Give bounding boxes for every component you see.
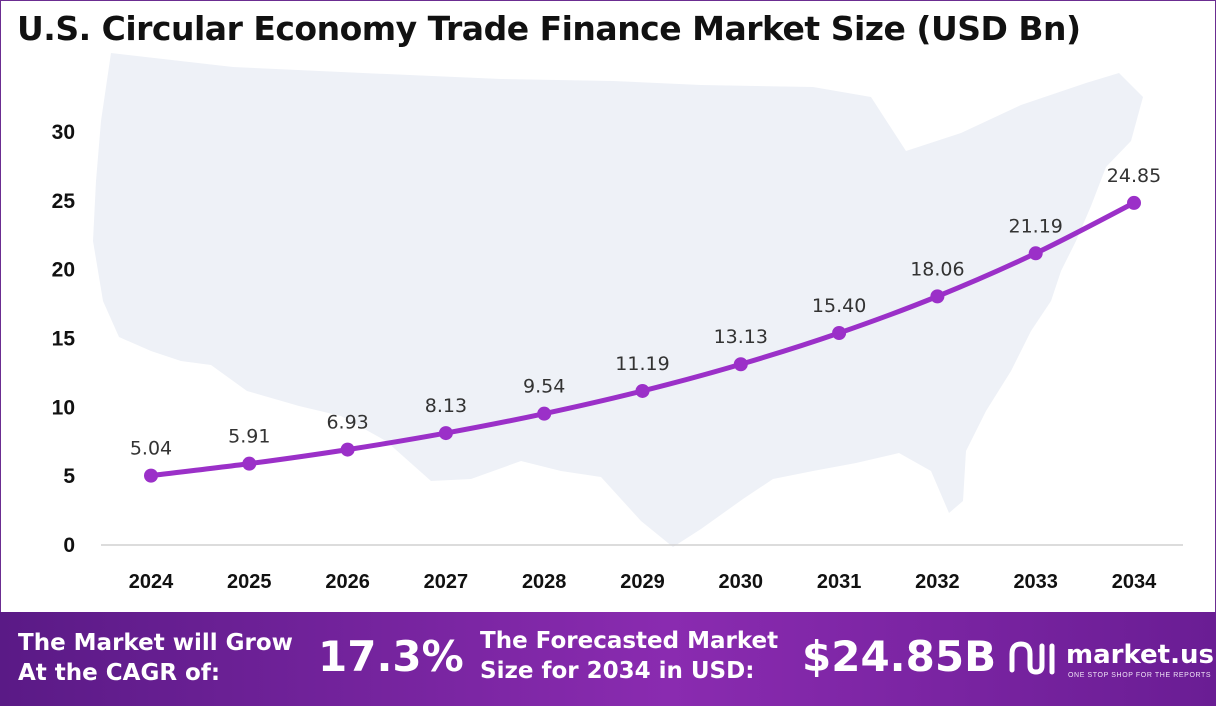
cagr-value: 17.3% bbox=[318, 632, 464, 681]
data-point bbox=[1028, 246, 1043, 261]
x-tick-label: 2031 bbox=[817, 571, 862, 593]
market-us-logo-icon bbox=[1009, 641, 1055, 675]
chart-title: U.S. Circular Economy Trade Finance Mark… bbox=[17, 9, 1081, 48]
data-point bbox=[537, 406, 552, 421]
data-label: 5.91 bbox=[228, 426, 270, 448]
data-label: 11.19 bbox=[615, 353, 669, 375]
data-label: 8.13 bbox=[425, 395, 467, 417]
y-tick-label: 5 bbox=[63, 465, 75, 488]
brand-name: market.us bbox=[1066, 640, 1214, 670]
forecast-caption: The Forecasted Market Size for 2034 in U… bbox=[480, 626, 778, 686]
x-tick-label: 2026 bbox=[325, 571, 370, 593]
data-label: 13.13 bbox=[714, 326, 768, 348]
y-tick-label: 10 bbox=[52, 396, 75, 419]
data-label: 21.19 bbox=[1008, 215, 1062, 237]
us-map-background bbox=[93, 53, 1143, 547]
x-tick-label: 2032 bbox=[915, 571, 960, 593]
forecast-caption-line1: The Forecasted Market bbox=[480, 628, 779, 654]
y-tick-label: 15 bbox=[52, 328, 76, 351]
data-point bbox=[340, 442, 355, 457]
x-tick-label: 2029 bbox=[620, 571, 665, 593]
forecast-caption-line2: Size for 2034 in USD: bbox=[480, 658, 755, 684]
x-tick-label: 2024 bbox=[129, 571, 174, 593]
data-point bbox=[242, 456, 257, 471]
data-label: 15.40 bbox=[812, 295, 866, 317]
y-tick-label: 0 bbox=[63, 534, 75, 557]
x-tick-label: 2028 bbox=[522, 571, 567, 593]
data-point bbox=[930, 289, 945, 304]
brand-tagline: ONE STOP SHOP FOR THE REPORTS bbox=[1068, 672, 1212, 679]
summary-banner: The Market will Grow At the CAGR of: 17.… bbox=[0, 612, 1216, 706]
x-tick-label: 2027 bbox=[424, 571, 469, 593]
x-tick-label: 2030 bbox=[719, 571, 764, 593]
data-label: 18.06 bbox=[910, 258, 964, 280]
cagr-caption-line2: At the CAGR of: bbox=[18, 660, 221, 686]
x-tick-label: 2025 bbox=[227, 571, 272, 593]
brand-logo: market.us ONE STOP SHOP FOR THE REPORTS bbox=[1006, 636, 1214, 686]
data-point bbox=[438, 426, 453, 441]
y-tick-label: 20 bbox=[52, 259, 75, 282]
x-tick-label: 2034 bbox=[1112, 571, 1157, 593]
data-point bbox=[144, 468, 158, 483]
forecast-value: $24.85B bbox=[802, 632, 997, 681]
data-label: 5.04 bbox=[130, 438, 172, 460]
data-point bbox=[635, 383, 650, 398]
y-tick-label: 30 bbox=[52, 121, 75, 144]
cagr-caption-line1: The Market will Grow bbox=[18, 630, 293, 656]
data-point bbox=[1127, 195, 1141, 210]
data-point bbox=[733, 357, 748, 372]
data-label: 6.93 bbox=[326, 412, 368, 434]
data-point bbox=[832, 325, 847, 340]
x-tick-label: 2033 bbox=[1013, 571, 1058, 593]
cagr-caption: The Market will Grow At the CAGR of: bbox=[18, 628, 293, 688]
y-tick-label: 25 bbox=[52, 190, 76, 213]
data-label: 24.85 bbox=[1107, 165, 1161, 187]
data-label: 9.54 bbox=[523, 376, 565, 398]
